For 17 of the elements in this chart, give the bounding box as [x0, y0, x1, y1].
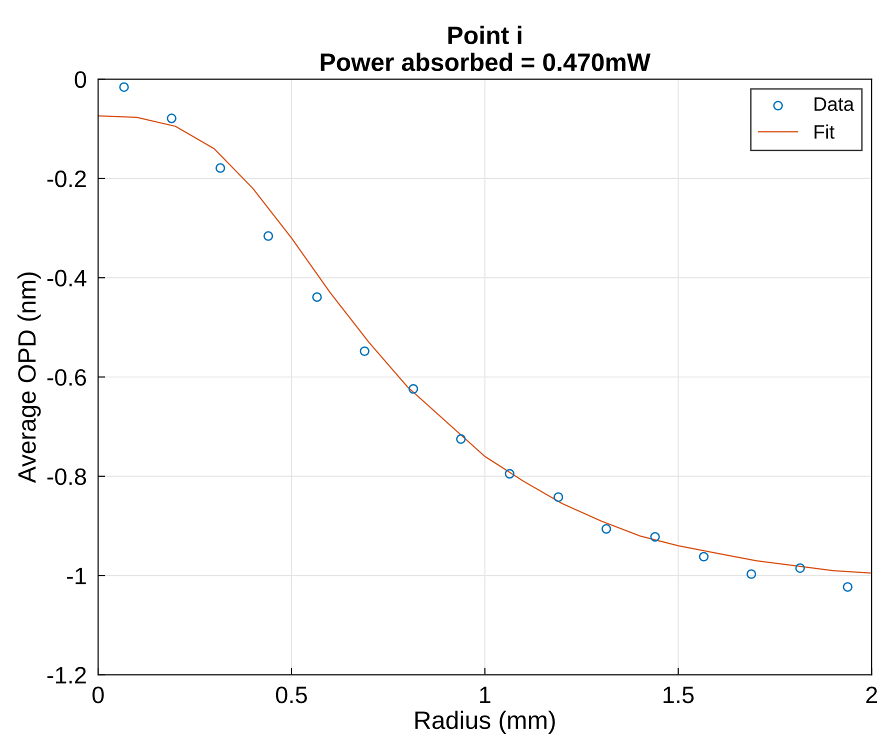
legend-label: Fit: [814, 124, 835, 139]
legend-label: Data: [814, 97, 854, 111]
y-tick-label: 0: [74, 71, 86, 88]
chart-title: Point i Power absorbed = 0.470mW: [320, 26, 651, 72]
x-tick-label: 2: [866, 686, 878, 704]
y-tick-label: -1.2: [47, 666, 86, 684]
x-axis-title: Radius (mm): [415, 710, 555, 734]
y-tick-label: -1: [67, 568, 86, 584]
y-tick-label: -0.8: [47, 468, 86, 486]
y-tick-label: -0.2: [47, 170, 86, 188]
x-tick-label: 1.5: [664, 686, 694, 704]
x-tick-label: 1: [480, 686, 490, 704]
x-tick-label: 0: [92, 686, 104, 704]
x-tick-label: 0.5: [276, 686, 307, 704]
y-tick-label: -0.6: [47, 369, 86, 386]
y-tick-label: -0.4: [47, 270, 86, 287]
y-axis-title: Average OPD (nm): [17, 272, 41, 484]
